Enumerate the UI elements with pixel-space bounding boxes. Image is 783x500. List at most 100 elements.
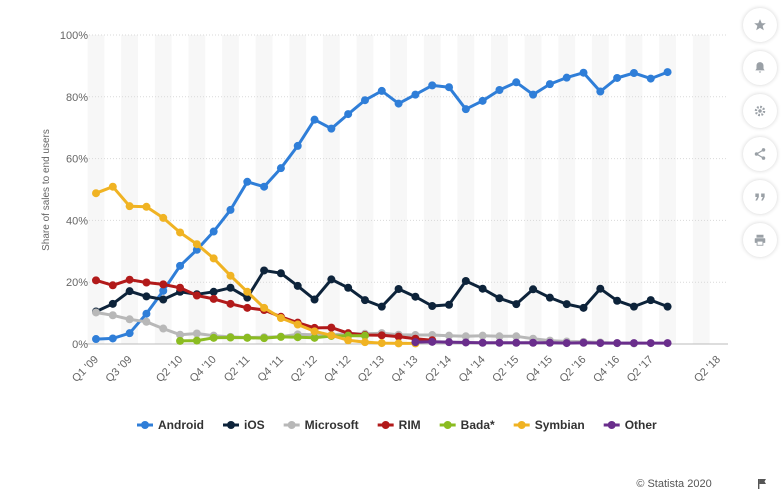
credit-text[interactable]: © Statista 2020: [636, 478, 711, 490]
data-point[interactable]: [394, 99, 403, 108]
data-point[interactable]: [209, 333, 218, 342]
data-point[interactable]: [260, 303, 269, 312]
data-point[interactable]: [293, 281, 302, 290]
data-point[interactable]: [92, 335, 100, 344]
data-point[interactable]: [461, 105, 470, 114]
data-point[interactable]: [176, 336, 185, 345]
data-point[interactable]: [596, 339, 605, 348]
data-point[interactable]: [209, 227, 218, 236]
data-point[interactable]: [176, 283, 185, 292]
data-point[interactable]: [344, 336, 353, 345]
data-point[interactable]: [562, 300, 571, 309]
data-point[interactable]: [579, 68, 588, 77]
data-point[interactable]: [226, 205, 235, 214]
data-point[interactable]: [411, 90, 420, 99]
data-point[interactable]: [646, 296, 655, 305]
data-point[interactable]: [327, 124, 336, 133]
data-point[interactable]: [478, 331, 487, 340]
data-point[interactable]: [243, 303, 252, 312]
notifications-button[interactable]: [743, 51, 777, 85]
data-point[interactable]: [293, 333, 302, 342]
data-point[interactable]: [461, 276, 470, 285]
data-point[interactable]: [545, 338, 554, 347]
data-point[interactable]: [360, 96, 369, 105]
data-point[interactable]: [192, 336, 201, 345]
data-point[interactable]: [663, 302, 672, 311]
data-point[interactable]: [461, 332, 470, 341]
data-point[interactable]: [108, 281, 117, 290]
data-point[interactable]: [276, 332, 285, 341]
data-point[interactable]: [260, 334, 269, 343]
print-button[interactable]: [743, 223, 777, 257]
data-point[interactable]: [159, 295, 168, 304]
data-point[interactable]: [646, 339, 655, 348]
data-point[interactable]: [529, 338, 538, 347]
legend-item[interactable]: Android: [137, 418, 204, 432]
data-point[interactable]: [579, 303, 588, 312]
legend-item[interactable]: RIM: [377, 418, 421, 432]
data-point[interactable]: [327, 331, 336, 340]
data-point[interactable]: [562, 339, 571, 348]
data-point[interactable]: [176, 330, 185, 339]
legend-item[interactable]: Bada*: [439, 418, 495, 432]
data-point[interactable]: [92, 308, 100, 317]
data-point[interactable]: [411, 338, 420, 347]
legend-item[interactable]: iOS: [223, 418, 265, 432]
data-point[interactable]: [663, 339, 672, 348]
legend-item[interactable]: Other: [603, 418, 657, 432]
data-point[interactable]: [394, 339, 403, 348]
data-point[interactable]: [596, 284, 605, 293]
data-point[interactable]: [360, 296, 369, 305]
data-point[interactable]: [125, 315, 134, 324]
data-point[interactable]: [360, 331, 369, 340]
data-point[interactable]: [495, 294, 504, 303]
data-point[interactable]: [176, 228, 185, 237]
data-point[interactable]: [209, 287, 218, 296]
data-point[interactable]: [226, 271, 235, 280]
data-point[interactable]: [310, 115, 319, 124]
data-point[interactable]: [545, 80, 554, 89]
data-point[interactable]: [663, 68, 672, 77]
data-point[interactable]: [377, 86, 386, 95]
data-point[interactable]: [478, 284, 487, 293]
share-button[interactable]: [743, 137, 777, 171]
data-point[interactable]: [243, 177, 252, 186]
data-point[interactable]: [545, 293, 554, 302]
cite-button[interactable]: [743, 180, 777, 214]
data-point[interactable]: [512, 332, 521, 341]
data-point[interactable]: [226, 333, 235, 342]
data-point[interactable]: [394, 332, 403, 341]
data-point[interactable]: [276, 164, 285, 173]
data-point[interactable]: [192, 291, 201, 300]
data-point[interactable]: [629, 302, 638, 311]
data-point[interactable]: [108, 299, 117, 308]
data-point[interactable]: [260, 182, 269, 191]
data-point[interactable]: [512, 78, 521, 87]
data-point[interactable]: [209, 254, 218, 263]
data-point[interactable]: [596, 87, 605, 96]
data-point[interactable]: [243, 287, 252, 296]
data-point[interactable]: [243, 333, 252, 342]
data-point[interactable]: [159, 280, 168, 289]
data-point[interactable]: [428, 81, 437, 90]
data-point[interactable]: [428, 337, 437, 346]
data-point[interactable]: [260, 266, 269, 275]
data-point[interactable]: [108, 334, 117, 343]
data-point[interactable]: [226, 299, 235, 308]
data-point[interactable]: [159, 213, 168, 222]
data-point[interactable]: [394, 284, 403, 293]
data-point[interactable]: [629, 69, 638, 78]
data-point[interactable]: [613, 73, 622, 82]
data-point[interactable]: [428, 301, 437, 310]
data-point[interactable]: [125, 202, 134, 211]
data-point[interactable]: [310, 327, 319, 336]
data-point[interactable]: [327, 275, 336, 284]
data-point[interactable]: [310, 295, 319, 304]
data-point[interactable]: [529, 285, 538, 294]
data-point[interactable]: [646, 74, 655, 83]
data-point[interactable]: [192, 329, 201, 338]
data-point[interactable]: [142, 317, 151, 326]
data-point[interactable]: [529, 90, 538, 99]
data-point[interactable]: [108, 311, 117, 320]
data-point[interactable]: [613, 296, 622, 305]
